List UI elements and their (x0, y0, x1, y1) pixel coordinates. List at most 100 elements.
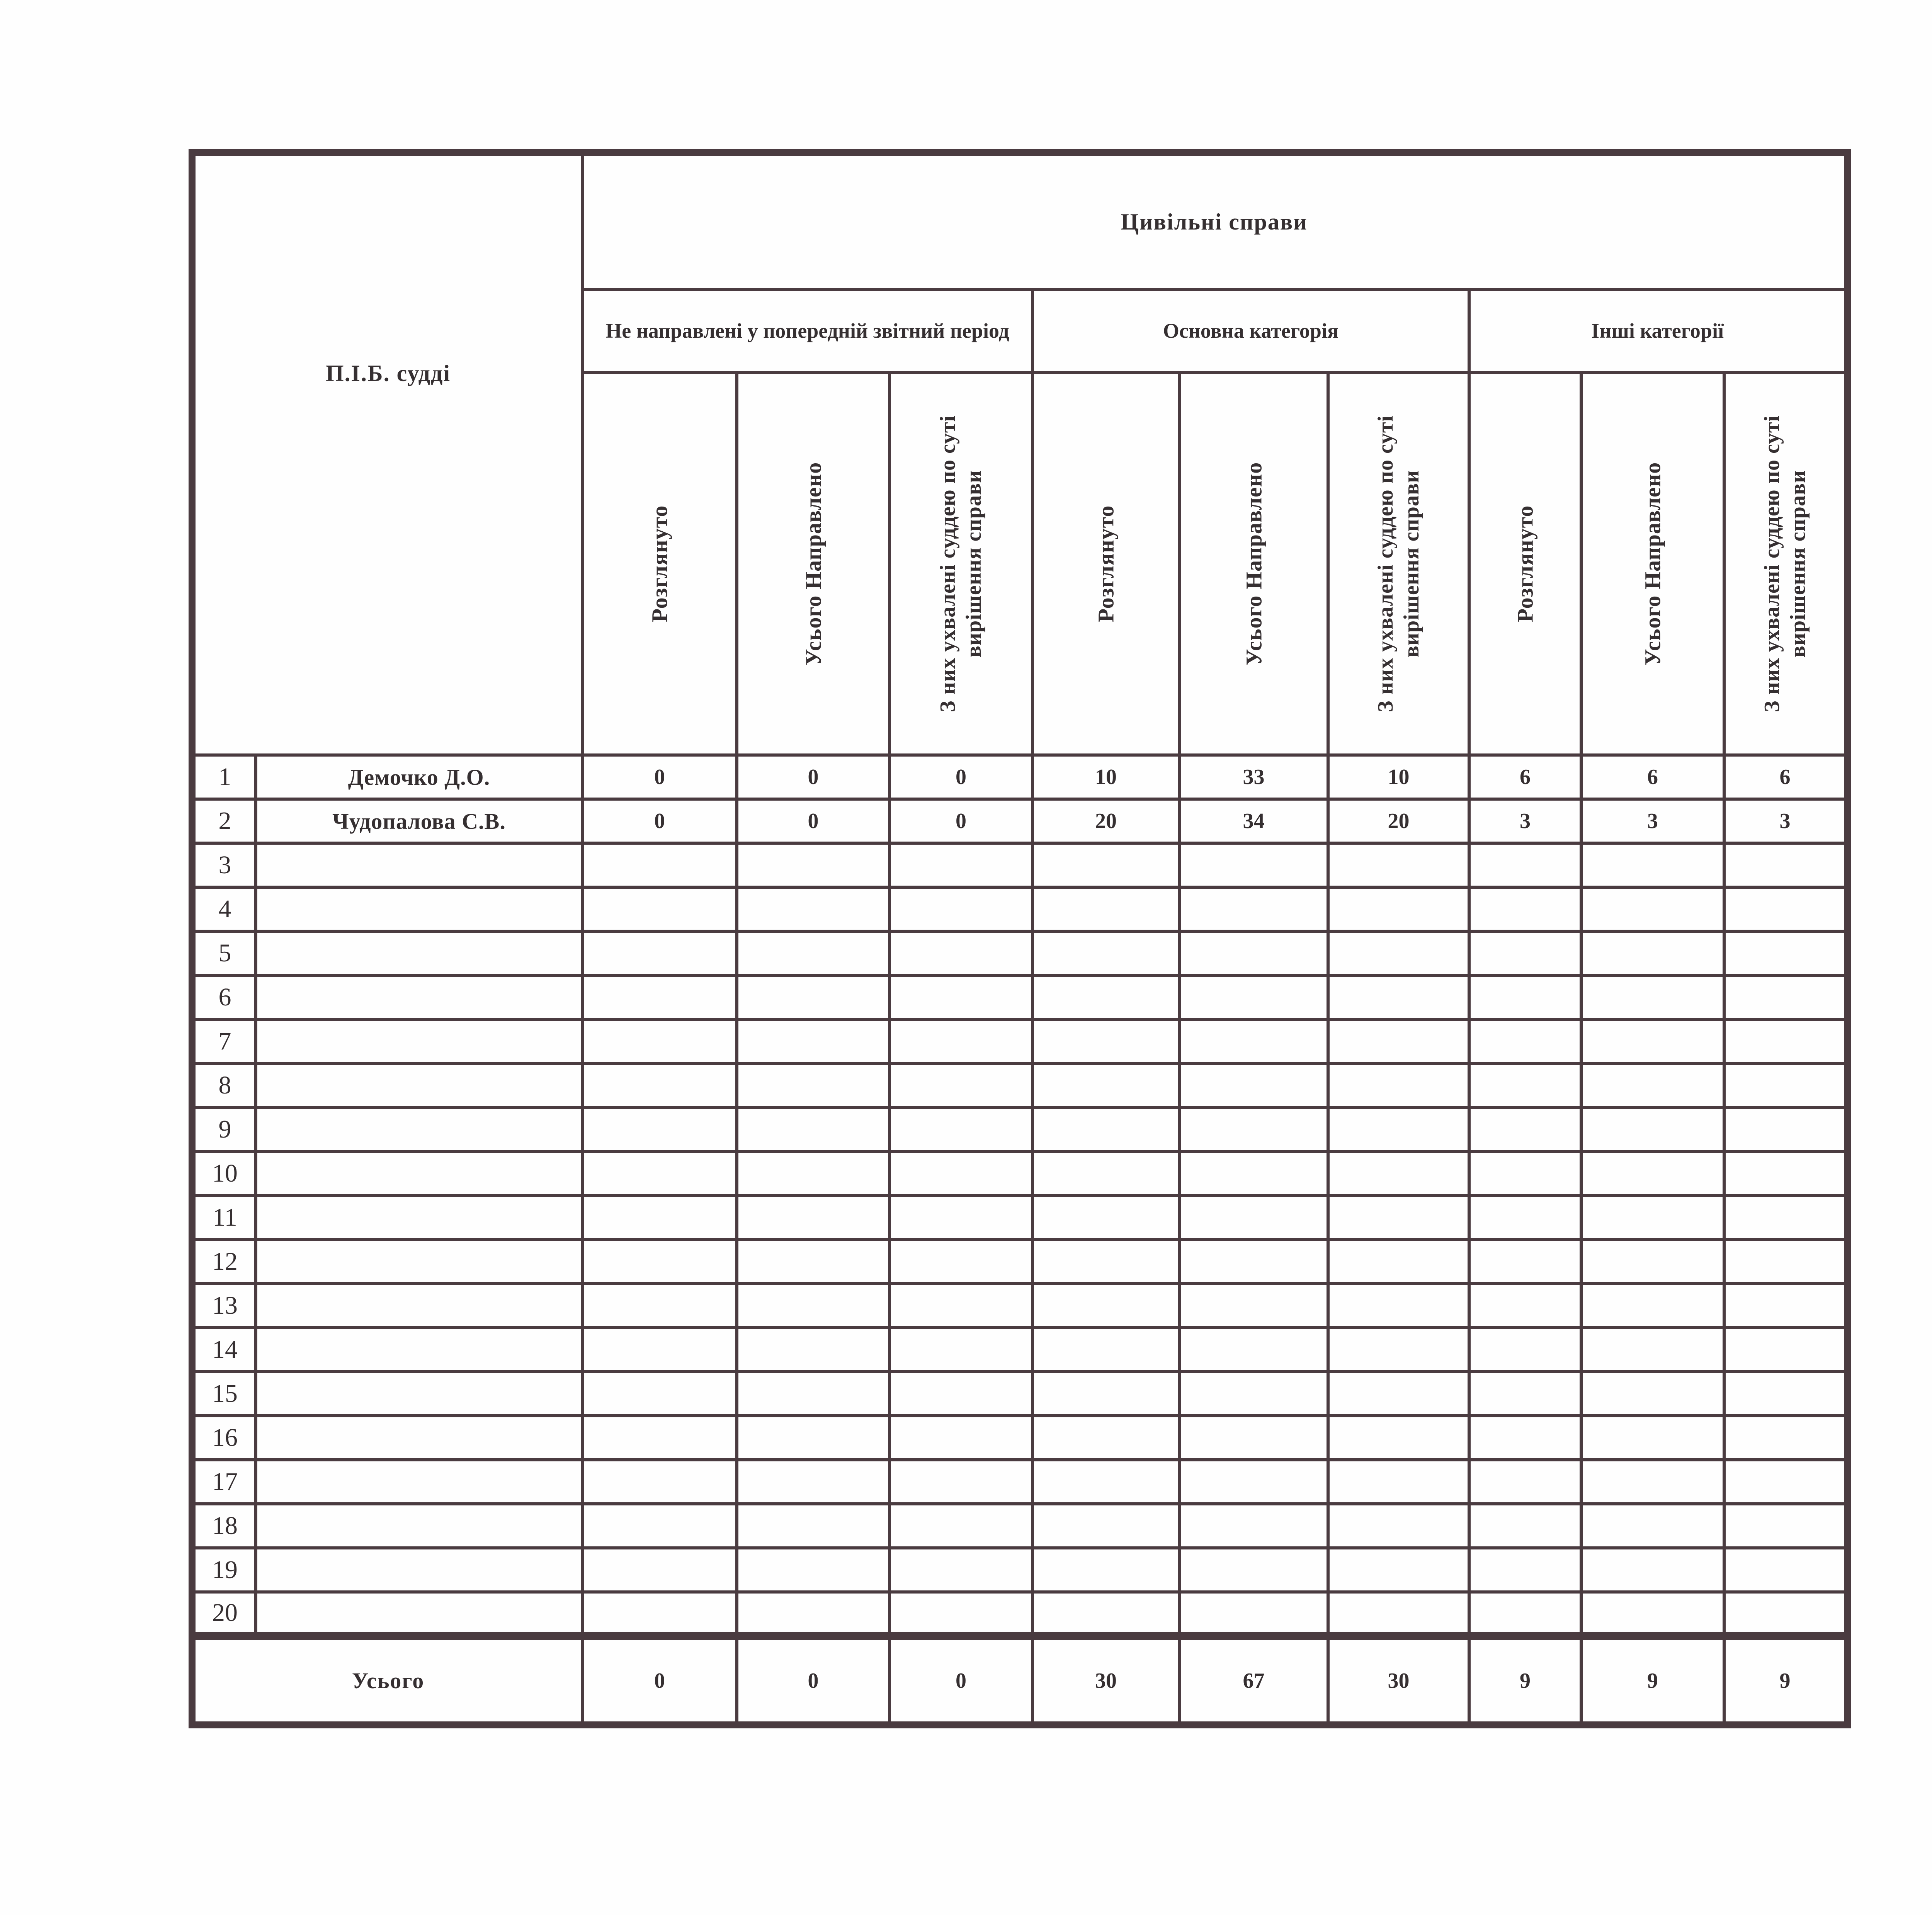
value-cell (1722, 1062, 1850, 1109)
value-cell (735, 1414, 891, 1461)
value-cell (888, 1106, 1034, 1153)
value-cell (1327, 1326, 1471, 1373)
row-number-cell: 8 (190, 1062, 257, 1109)
value-cell (735, 974, 891, 1021)
table-title: Цивільні справи (1121, 209, 1308, 235)
subheader-total-sent-cell: Усього Направлено (1580, 371, 1726, 757)
value-cell (888, 1590, 1034, 1638)
value-cell (888, 1062, 1034, 1109)
row-number-cell: 20 (190, 1590, 257, 1638)
value-cell (1468, 1062, 1583, 1109)
value-cell (1722, 1590, 1850, 1638)
value-cell (1722, 1106, 1850, 1153)
value-cell (1722, 1546, 1850, 1594)
corner-header-cell: П.І.Б. судді (190, 151, 584, 757)
value-cell (1031, 1590, 1181, 1638)
judge-name-cell (254, 1502, 584, 1549)
value-cell (1327, 1502, 1471, 1549)
value-cell (1580, 1414, 1726, 1461)
judge-name-cell: Чудопалова С.В. (254, 798, 584, 845)
value-cell (888, 1282, 1034, 1329)
subheader-total-sent-label: Усього Направлено (1241, 462, 1266, 666)
value-cell (581, 1238, 738, 1285)
value-cell (735, 1546, 891, 1594)
value-cell (1178, 1194, 1330, 1241)
subheader-considered-label: Розглянуто (1512, 505, 1538, 622)
subheader-considered-cell: Розглянуто (1031, 371, 1181, 757)
judge-name-cell (254, 1106, 584, 1153)
value-cell (1327, 886, 1471, 933)
row-number-cell: 3 (190, 842, 257, 889)
value-cell (1468, 1546, 1583, 1594)
value-cell (1327, 1458, 1471, 1505)
judge-name-cell (254, 1062, 584, 1109)
row-number-cell: 15 (190, 1370, 257, 1417)
value-cell (1031, 1546, 1181, 1594)
table-row: 7 (190, 1018, 1850, 1065)
row-number-cell: 14 (190, 1326, 257, 1373)
total-value-cell: 9 (1468, 1632, 1583, 1726)
group-header-not-sent: Не направлені у попередній звітний періо… (581, 288, 1034, 374)
value-cell (1468, 1458, 1583, 1505)
value-cell (1468, 1370, 1583, 1417)
value-cell (1031, 1062, 1181, 1109)
value-cell (735, 1590, 891, 1638)
value-cell (1468, 842, 1583, 889)
value-cell (735, 1458, 891, 1505)
row-number-cell: 19 (190, 1546, 257, 1594)
group-header-label: Не направлені у попередній звітний періо… (605, 319, 1009, 342)
table-row: 9 (190, 1106, 1850, 1153)
value-cell (1468, 1326, 1583, 1373)
table-row: 19 (190, 1546, 1850, 1594)
table-row: 10 (190, 1150, 1850, 1197)
row-number-cell: 12 (190, 1238, 257, 1285)
value-cell (1580, 1546, 1726, 1594)
value-cell (1468, 1194, 1583, 1241)
value-cell (1722, 1370, 1850, 1417)
subheader-decided-on-merits-cell: З них ухвалені суддею по суті вирішення … (888, 371, 1034, 757)
value-cell (1722, 1502, 1850, 1549)
subheader-decided-on-merits-cell: З них ухвалені суддею по суті вирішення … (1327, 371, 1471, 757)
value-cell (888, 1414, 1034, 1461)
table-row: 20 (190, 1590, 1850, 1638)
value-cell (888, 1150, 1034, 1197)
value-cell (1468, 1150, 1583, 1197)
value-cell (581, 1150, 738, 1197)
value-cell (1327, 1282, 1471, 1329)
value-cell (888, 974, 1034, 1021)
group-header-label: Інші категорії (1591, 319, 1724, 342)
value-cell (1178, 1018, 1330, 1065)
table-row: 15 (190, 1370, 1850, 1417)
value-cell (1580, 1458, 1726, 1505)
value-cell (1722, 1194, 1850, 1241)
value-cell: 0 (735, 798, 891, 845)
row-number-cell: 4 (190, 886, 257, 933)
value-cell (1468, 1018, 1583, 1065)
subheader-considered-label: Розглянуто (1093, 505, 1119, 622)
value-cell (581, 1194, 738, 1241)
value-cell (1580, 842, 1726, 889)
value-cell (1580, 1590, 1726, 1638)
value-cell (1468, 974, 1583, 1021)
value-cell: 0 (735, 753, 891, 801)
row-number-cell: 2 (190, 798, 257, 845)
value-cell (1580, 974, 1726, 1021)
value-cell (1031, 1370, 1181, 1417)
table-row: 11 (190, 1194, 1850, 1241)
value-cell (1580, 1150, 1726, 1197)
judge-name-cell (254, 886, 584, 933)
judge-name-cell (254, 1238, 584, 1285)
value-cell (1031, 1106, 1181, 1153)
value-cell (1327, 1194, 1471, 1241)
value-cell: 34 (1178, 798, 1330, 845)
value-cell (735, 1326, 891, 1373)
row-number-cell: 16 (190, 1414, 257, 1461)
table-row: 8 (190, 1062, 1850, 1109)
table-row: 14 (190, 1326, 1850, 1373)
row-number-cell: 5 (190, 930, 257, 977)
value-cell (1327, 1106, 1471, 1153)
value-cell (735, 1282, 891, 1329)
table-row: 17 (190, 1458, 1850, 1505)
totals-row: Усього 0 0 0 30 67 30 9 9 9 (190, 1632, 1850, 1726)
